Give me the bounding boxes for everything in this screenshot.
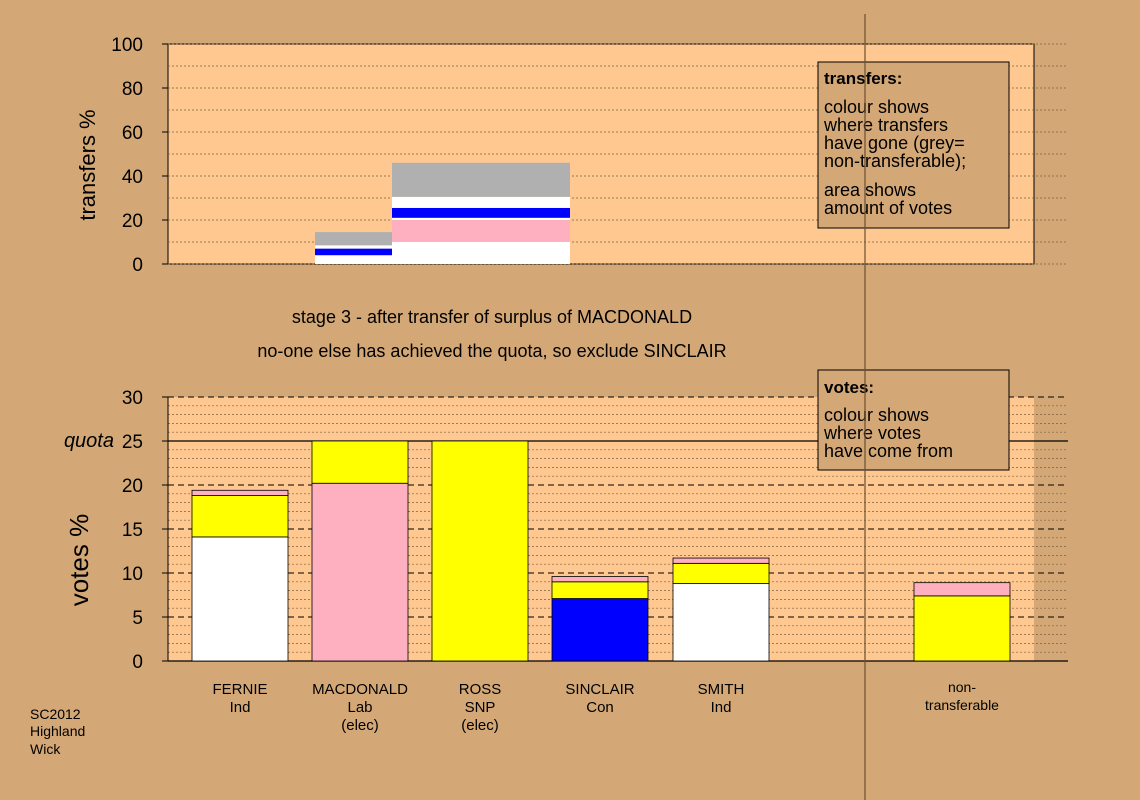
transfers-tick-label: 100 [111, 35, 143, 56]
quota-label: quota [64, 430, 114, 452]
votes-legend: votes: colour shows where votes have com… [817, 369, 1010, 471]
transfers-tick-label: 80 [122, 79, 143, 100]
transfers-legend-line: area shows [824, 180, 916, 200]
transfer-segment [392, 207, 570, 218]
votes-y-label: votes % [64, 514, 94, 607]
votes-tick-label: 20 [122, 476, 143, 497]
category-label: SMITH [698, 681, 745, 698]
transfers-legend: transfers: colour shows where transfers … [817, 61, 1010, 229]
votes-x-labels: FERNIEIndMACDONALDLab(elec)ROSSSNP(elec)… [212, 679, 999, 734]
votes-tick-label: 15 [122, 520, 143, 541]
votes-tick-label: 5 [132, 608, 143, 629]
vote-segment [551, 598, 649, 662]
transfers-tick-label: 0 [132, 255, 143, 276]
vote-segment [672, 557, 770, 564]
category-label: SNP [465, 699, 496, 716]
vote-segment [672, 583, 770, 662]
votes-legend-box [817, 369, 1010, 471]
vote-segment [311, 440, 409, 484]
footer-ward: Wick [30, 741, 61, 757]
footer-election: SC2012 [30, 706, 81, 722]
transfers-panel: 0 20 40 60 80 100 transfers % transfers: colo… [75, 35, 1068, 276]
votes-tick-label: 25 [122, 432, 143, 453]
vote-segment [191, 489, 289, 496]
transfer-segment [315, 232, 406, 246]
votes-y-ticks: 0 5 10 15 20 25 30 [122, 388, 168, 673]
transfer-segment [392, 220, 570, 242]
vote-segment [191, 495, 289, 538]
vote-segment [913, 582, 1011, 597]
category-label: transferable [925, 697, 999, 713]
stage-decision: no-one else has achieved the quota, so e… [257, 341, 726, 361]
category-label: MACDONALD [312, 681, 408, 698]
transfers-legend-line: have gone (grey= [824, 133, 965, 153]
votes-tick-label: 10 [122, 564, 143, 585]
transfer-segment [392, 217, 570, 220]
transfer-segment [392, 196, 570, 208]
transfers-legend-line: amount of votes [824, 198, 952, 218]
category-label: FERNIE [212, 681, 267, 698]
votes-legend-line: have come from [824, 441, 953, 461]
category-label: Ind [711, 699, 732, 716]
votes-tick-label: 30 [122, 388, 143, 409]
vote-segment [431, 440, 529, 662]
category-label: (elec) [341, 717, 379, 734]
votes-legend-line: colour shows [824, 405, 929, 425]
transfer-segment [392, 162, 570, 197]
transfer-segment [315, 245, 406, 249]
votes-tick-label: 0 [132, 652, 143, 673]
votes-legend-line: where votes [823, 423, 921, 443]
category-label: SINCLAIR [565, 681, 634, 698]
transfers-tick-label: 20 [122, 211, 143, 232]
vote-segment [551, 581, 649, 599]
transfers-legend-line: non-transferable); [824, 151, 966, 171]
transfers-legend-line: colour shows [824, 97, 929, 117]
transfers-legend-title: transfers: [824, 69, 902, 88]
transfer-segment [392, 242, 570, 264]
vote-segment [191, 536, 289, 662]
transfers-tick-label: 60 [122, 123, 143, 144]
category-label: ROSS [459, 681, 502, 698]
vote-segment [672, 562, 770, 584]
vote-segment [551, 576, 649, 583]
category-label: non- [948, 679, 976, 695]
transfers-y-label: transfers % [75, 109, 100, 220]
vote-segment [913, 595, 1011, 662]
votes-legend-title: votes: [824, 378, 874, 397]
category-label: Con [586, 699, 614, 716]
transfer-segment [315, 255, 406, 264]
category-label: Ind [230, 699, 251, 716]
stage-description: stage 3 - after transfer of surplus of M… [292, 307, 692, 327]
category-label: Lab [347, 699, 372, 716]
transfer-segment [315, 248, 406, 256]
transfers-y-ticks: 0 20 40 60 80 100 [111, 35, 168, 276]
transfers-legend-line: where transfers [823, 115, 948, 135]
votes-bars [191, 440, 1011, 662]
category-label: (elec) [461, 717, 499, 734]
transfers-bars [315, 162, 570, 264]
transfers-tick-label: 40 [122, 167, 143, 188]
transfers-legend-box [817, 61, 1010, 229]
vote-segment [311, 482, 409, 662]
footer-council: Highland [30, 723, 85, 739]
